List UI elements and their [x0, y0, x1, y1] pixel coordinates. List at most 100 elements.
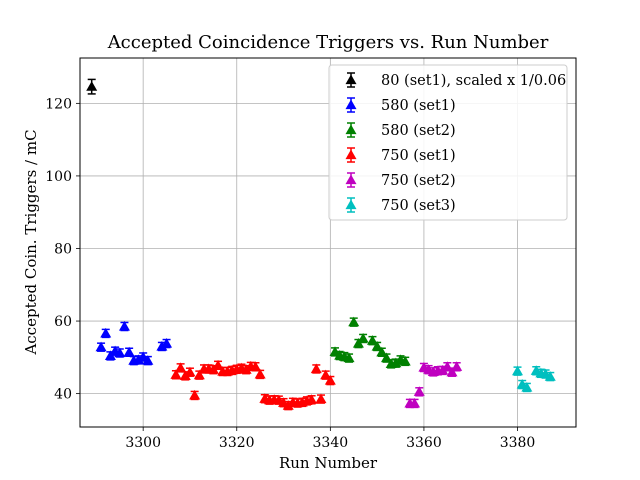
triangle-marker — [512, 365, 524, 376]
legend-marker — [345, 122, 357, 138]
triangle-marker — [345, 124, 357, 135]
triangle-marker — [193, 369, 205, 380]
triangle-marker — [170, 369, 182, 379]
series-group — [404, 361, 463, 409]
triangle-marker — [86, 81, 98, 91]
triangle-marker — [123, 346, 135, 357]
triangle-marker — [324, 375, 336, 385]
data-point — [118, 320, 130, 332]
legend-marker — [345, 97, 357, 113]
data-point — [114, 347, 126, 358]
triangle-marker — [343, 352, 355, 363]
legend-box — [328, 64, 568, 221]
series-group — [86, 78, 98, 95]
triangle-marker — [184, 366, 196, 377]
triangle-marker — [446, 366, 458, 377]
triangle-marker — [345, 149, 357, 160]
series-group — [170, 359, 336, 411]
legend-label: 750 (set2) — [381, 173, 456, 189]
triangle-marker — [306, 394, 318, 404]
data-point — [399, 355, 411, 367]
data-point — [343, 352, 355, 363]
triangle-marker — [413, 386, 425, 396]
data-point — [184, 366, 196, 377]
y-axis-label: Accepted Coin. Triggers / mC — [22, 129, 40, 355]
x-tick-label: 3340 — [313, 435, 349, 451]
x-tick-label: 3320 — [219, 435, 255, 451]
legend-marker — [345, 147, 357, 163]
data-point — [189, 389, 201, 401]
legend-label: 750 (set3) — [381, 198, 456, 214]
data-point — [95, 341, 107, 352]
legend-label: 80 (set1), scaled x 1/0.06 — [381, 73, 566, 89]
triangle-marker — [399, 355, 411, 366]
data-point — [544, 371, 556, 382]
triangle-marker — [310, 363, 322, 374]
triangle-marker — [315, 393, 327, 404]
triangle-marker — [118, 320, 130, 331]
data-point — [521, 381, 533, 393]
data-point — [324, 375, 336, 386]
x-axis-label: Run Number — [279, 454, 378, 472]
triangle-marker — [189, 389, 201, 400]
data-points — [86, 78, 556, 411]
triangle-marker — [345, 99, 357, 110]
data-point — [348, 316, 360, 327]
triangle-marker — [100, 327, 112, 338]
y-tick-label: 40 — [54, 387, 72, 403]
data-point — [142, 355, 154, 366]
triangle-marker — [544, 371, 556, 381]
legend-entries: 80 (set1), scaled x 1/0.06 580 (set1) 580 … — [345, 72, 566, 214]
triangle-marker — [345, 199, 357, 210]
data-point — [413, 386, 425, 397]
triangle-marker — [249, 361, 261, 371]
data-point — [451, 361, 463, 372]
data-point — [357, 332, 369, 344]
triangle-marker — [345, 174, 357, 185]
series-group — [329, 316, 411, 369]
legend-marker — [345, 72, 357, 88]
x-tick-label: 3300 — [125, 435, 161, 451]
triangle-marker — [175, 362, 187, 372]
legend-label: 580 (set1) — [381, 98, 456, 114]
triangle-marker — [95, 341, 107, 352]
legend-marker — [345, 197, 357, 213]
y-tick-label: 80 — [54, 241, 72, 257]
triangle-marker — [240, 364, 252, 374]
legend-marker — [345, 172, 357, 188]
legend-label: 580 (set2) — [381, 123, 456, 139]
axis-ticks: 3300 3320 3340 3360 3380 40 60 80 100 120 — [45, 96, 535, 451]
triangle-marker — [451, 361, 463, 371]
legend: 80 (set1), scaled x 1/0.06 580 (set1) 580 … — [328, 64, 568, 221]
triangle-marker — [254, 368, 266, 379]
series-group — [512, 365, 556, 393]
y-tick-label: 60 — [54, 314, 72, 330]
legend-label: 750 (set1) — [381, 148, 456, 164]
triangle-marker — [161, 338, 173, 348]
data-point — [512, 365, 524, 376]
triangle-marker — [352, 338, 364, 348]
x-tick-label: 3380 — [500, 435, 536, 451]
data-point — [100, 327, 112, 339]
data-point — [123, 346, 135, 358]
triangle-marker — [282, 400, 294, 410]
data-point — [306, 394, 318, 405]
data-point — [161, 338, 173, 349]
x-tick-label: 3360 — [406, 435, 442, 451]
triangle-marker — [348, 316, 360, 327]
triangle-marker — [142, 355, 154, 365]
data-point — [175, 362, 187, 373]
data-point — [254, 368, 266, 380]
data-point — [86, 78, 98, 95]
triangle-marker — [521, 381, 533, 392]
triangle-marker — [409, 397, 421, 408]
triangle-marker — [114, 347, 126, 358]
plot-frame — [79, 57, 577, 428]
y-tick-label: 120 — [45, 96, 72, 112]
data-point — [315, 393, 327, 404]
triangle-marker — [357, 332, 369, 343]
data-point — [310, 363, 322, 374]
series-group — [95, 320, 173, 366]
chart-title: Accepted Coincidence Triggers vs. Run Nu… — [107, 32, 549, 53]
